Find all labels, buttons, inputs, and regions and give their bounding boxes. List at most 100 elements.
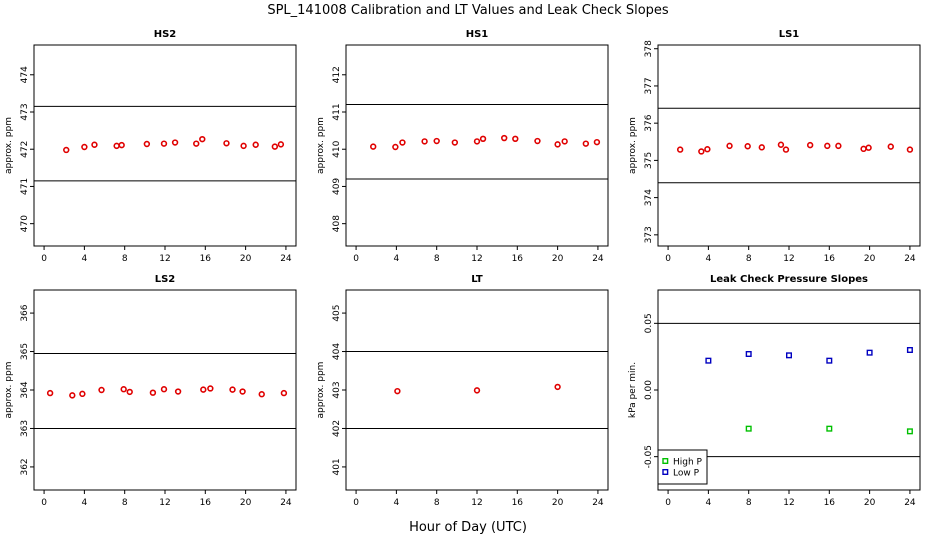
panel-title: HS1 (466, 29, 489, 40)
x-tick-label: 20 (240, 254, 252, 264)
y-tick-label: -0.05 (644, 445, 654, 468)
x-tick-label: 24 (280, 254, 292, 264)
y-tick-label: 412 (332, 66, 342, 83)
data-point (252, 141, 259, 148)
data-point (392, 143, 399, 151)
x-tick-label: 0 (353, 498, 359, 508)
x-tick-label: 20 (864, 498, 876, 508)
x-tick-label: 0 (353, 254, 359, 264)
plot-frame (345, 289, 609, 491)
data-point (554, 141, 561, 148)
x-tick-label: 24 (592, 254, 604, 264)
plot-frame (33, 289, 297, 491)
data-point (421, 138, 428, 145)
x-tick-label: 16 (512, 254, 524, 264)
y-tick-label: 374 (644, 189, 654, 206)
data-point (806, 141, 814, 149)
figure-title: SPL_141008 Calibration and LT Values and… (267, 3, 669, 18)
y-tick-label: 362 (20, 458, 30, 475)
y-axis-label: approx. ppm (4, 117, 14, 174)
data-point (561, 138, 568, 145)
data-point (865, 144, 872, 151)
data-point (126, 388, 133, 396)
y-tick-label: 474 (20, 66, 30, 83)
y-tick-label: 366 (20, 304, 30, 321)
panel-hs2: HS2 0 4 8 12 16 20 24 470 471 472 473 474 approx. ppm (4, 29, 297, 264)
panel-title: Leak Check Pressure Slopes (710, 274, 868, 285)
data-point (370, 143, 377, 150)
legend-label: Low P (673, 469, 700, 479)
data-point (777, 141, 785, 148)
legend-marker (662, 469, 669, 476)
x-tick-label: 4 (394, 498, 400, 508)
panel-lt: LT 0 4 8 12 16 20 24 401 402 403 404 405 approx. ppm (316, 274, 609, 508)
x-tick-label: 8 (434, 254, 440, 264)
data-point (906, 347, 913, 354)
y-tick-label: 470 (20, 215, 30, 232)
legend-marker (662, 458, 669, 465)
y-tick-label: 405 (332, 304, 342, 321)
y-tick-label: 471 (20, 178, 30, 195)
x-tick-label: 24 (280, 498, 292, 508)
x-tick-label: 16 (512, 498, 524, 508)
data-point (81, 143, 88, 151)
data-point (726, 142, 733, 150)
data-point (451, 139, 459, 146)
data-point (887, 143, 894, 150)
x-tick-label: 8 (434, 498, 440, 508)
data-point (223, 140, 230, 147)
data-point (704, 146, 711, 153)
panel-ls2: LS2 0 4 8 12 16 20 24 362 363 364 365 366 approx. ppm (4, 274, 297, 508)
data-point (582, 140, 590, 147)
y-tick-label: 0.05 (644, 313, 654, 333)
data-point (239, 388, 246, 395)
data-point (786, 352, 793, 359)
data-point (229, 386, 236, 393)
x-tick-label: 8 (122, 254, 128, 264)
x-tick-label: 24 (592, 498, 604, 508)
data-point (554, 383, 561, 391)
data-point (835, 142, 842, 150)
y-tick-label: 403 (332, 381, 342, 398)
data-point (676, 146, 684, 153)
x-tick-label: 4 (394, 254, 400, 264)
legend-box (657, 449, 708, 485)
data-point (171, 139, 179, 146)
data-point (866, 349, 873, 356)
figure-x-axis-label: Hour of Day (UTC) (409, 520, 527, 535)
x-tick-label: 12 (783, 254, 794, 264)
data-point (501, 134, 508, 142)
data-point (118, 141, 125, 149)
panel-title: HS2 (154, 29, 177, 40)
data-point (758, 144, 765, 151)
data-point (826, 357, 833, 364)
x-tick-label: 12 (159, 498, 170, 508)
x-tick-label: 0 (41, 254, 47, 264)
x-tick-label: 12 (471, 254, 482, 264)
data-point (698, 148, 705, 155)
x-tick-label: 16 (200, 498, 212, 508)
data-point (705, 357, 712, 364)
x-tick-label: 0 (665, 498, 671, 508)
y-tick-label: 378 (644, 40, 654, 57)
x-tick-label: 4 (706, 498, 712, 508)
x-tick-label: 20 (552, 254, 564, 264)
x-tick-label: 4 (82, 498, 88, 508)
x-tick-label: 4 (82, 254, 88, 264)
data-point (593, 138, 601, 146)
y-tick-label: 401 (332, 458, 342, 475)
data-point (826, 425, 833, 432)
data-point (63, 146, 70, 154)
y-tick-label: 364 (20, 381, 30, 398)
plot-frame (657, 44, 921, 247)
y-tick-label: 404 (332, 343, 342, 360)
y-tick-label: 472 (20, 141, 30, 158)
data-point (160, 140, 168, 147)
y-tick-label: 409 (332, 178, 342, 195)
x-tick-label: 12 (471, 498, 482, 508)
data-point (277, 141, 285, 148)
data-point (46, 389, 54, 397)
data-point (744, 143, 751, 150)
panel-title: LS2 (155, 274, 176, 285)
